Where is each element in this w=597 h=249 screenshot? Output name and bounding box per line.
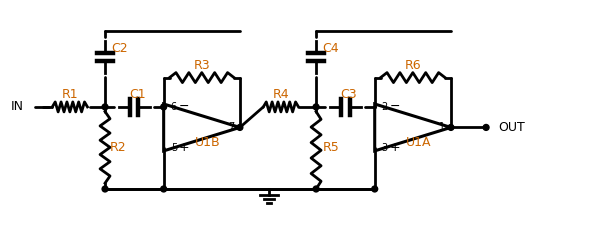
Circle shape bbox=[102, 186, 108, 192]
Text: C2: C2 bbox=[112, 42, 128, 55]
Text: 1: 1 bbox=[439, 123, 445, 132]
Text: 6: 6 bbox=[171, 102, 177, 112]
Circle shape bbox=[372, 186, 378, 192]
Text: 7: 7 bbox=[228, 123, 234, 132]
Circle shape bbox=[483, 124, 489, 130]
Text: OUT: OUT bbox=[498, 121, 525, 134]
Text: C4: C4 bbox=[322, 42, 339, 55]
Text: R6: R6 bbox=[405, 59, 421, 72]
Text: R2: R2 bbox=[110, 141, 126, 154]
Text: R4: R4 bbox=[273, 87, 289, 101]
Text: U1B: U1B bbox=[195, 136, 220, 149]
Text: −: − bbox=[389, 100, 400, 113]
Text: C1: C1 bbox=[129, 87, 146, 101]
Text: 2: 2 bbox=[381, 102, 388, 112]
Text: +: + bbox=[389, 141, 400, 154]
Text: R5: R5 bbox=[322, 141, 339, 154]
Text: R3: R3 bbox=[193, 59, 210, 72]
Text: U1A: U1A bbox=[406, 136, 432, 149]
Circle shape bbox=[161, 186, 167, 192]
Circle shape bbox=[102, 104, 108, 110]
Text: +: + bbox=[179, 141, 189, 154]
Text: 3: 3 bbox=[381, 143, 388, 153]
Circle shape bbox=[313, 186, 319, 192]
Text: C3: C3 bbox=[340, 87, 356, 101]
Circle shape bbox=[313, 104, 319, 110]
Text: −: − bbox=[179, 100, 189, 113]
Circle shape bbox=[448, 124, 454, 130]
Text: 5: 5 bbox=[171, 143, 177, 153]
Circle shape bbox=[237, 124, 243, 130]
Circle shape bbox=[161, 104, 167, 110]
Text: IN: IN bbox=[11, 100, 24, 113]
Text: R1: R1 bbox=[61, 87, 78, 101]
